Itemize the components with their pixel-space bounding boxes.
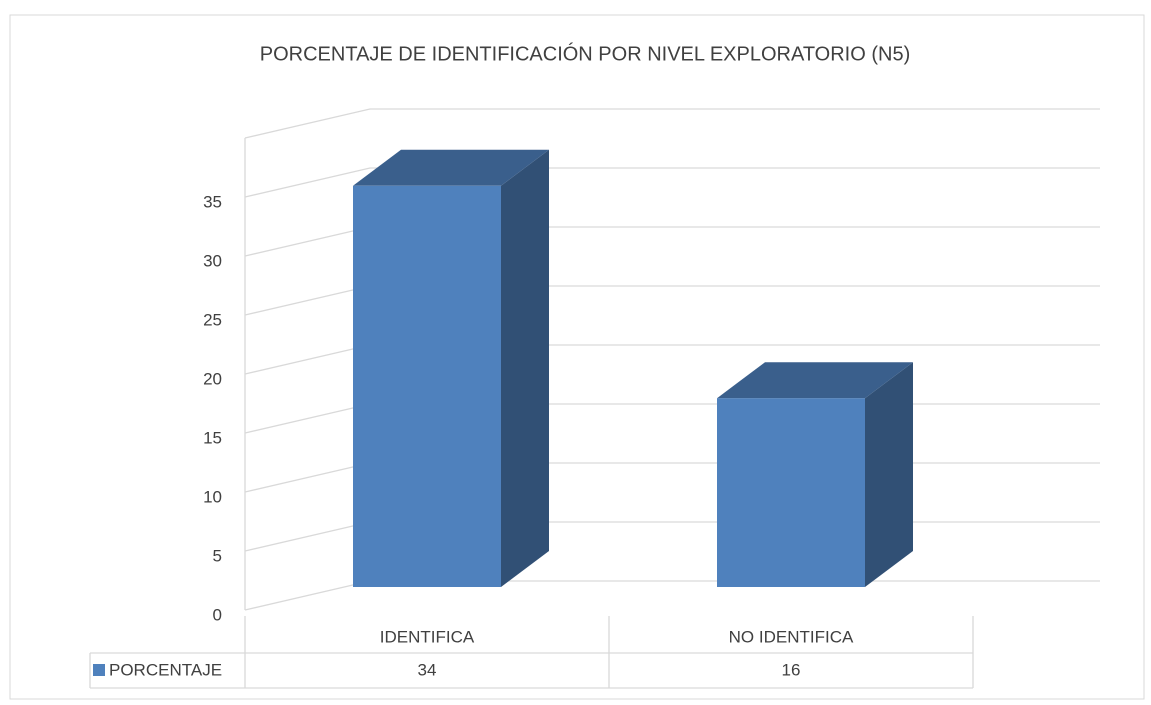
y-tick-label: 10 (203, 487, 222, 506)
table-value: 34 (418, 660, 437, 679)
bar-side (501, 149, 549, 588)
bar-top (717, 362, 913, 399)
bar-top (353, 149, 549, 186)
y-tick-label: 15 (203, 428, 222, 447)
x-tick-label: NO IDENTIFICA (729, 627, 854, 646)
x-tick-label: IDENTIFICA (380, 627, 475, 646)
bar (717, 398, 865, 587)
legend-swatch (93, 664, 105, 676)
legend-label: PORCENTAJE (109, 660, 222, 679)
wall-edge (244, 108, 1100, 139)
y-tick-label: 20 (203, 369, 222, 388)
y-tick-label: 35 (203, 192, 222, 211)
bar-side (865, 362, 913, 587)
y-tick-label: 0 (213, 605, 222, 624)
table-value: 16 (782, 660, 801, 679)
y-tick-label: 5 (213, 546, 222, 565)
grid-line (244, 167, 1100, 198)
bar (353, 185, 501, 588)
y-tick-label: 30 (203, 251, 222, 270)
chart-title: PORCENTAJE DE IDENTIFICACIÓN POR NIVEL E… (260, 42, 910, 65)
chart-border (9, 14, 1145, 700)
y-tick-label: 25 (203, 310, 222, 329)
